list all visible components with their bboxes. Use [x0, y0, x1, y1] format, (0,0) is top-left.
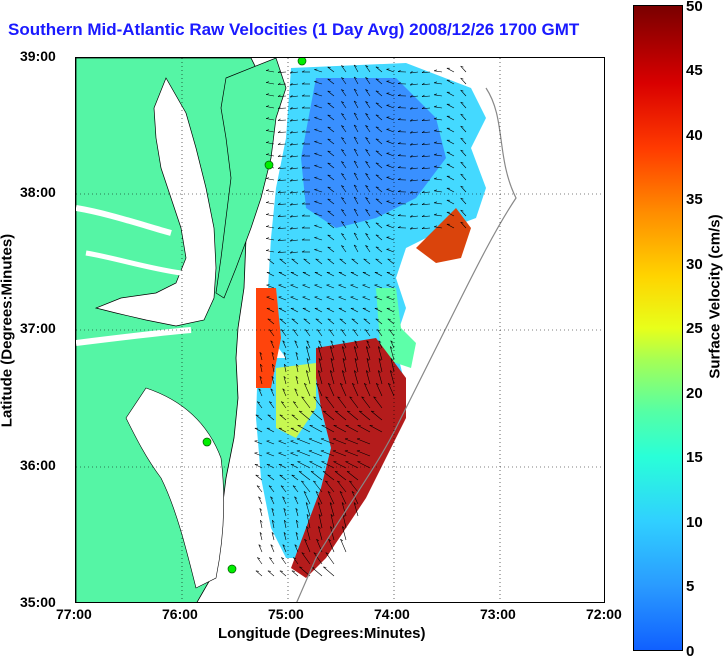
- x-tick-label: 73:00: [480, 606, 516, 622]
- velocity-field: [256, 63, 486, 578]
- radar-station-marker: [203, 438, 211, 446]
- velocity-vector: [268, 571, 274, 576]
- velocity-vector: [447, 68, 454, 72]
- velocity-vector: [256, 571, 262, 576]
- map-title: Southern Mid-Atlantic Raw Velocities (1 …: [8, 20, 579, 40]
- velocity-vector: [266, 215, 274, 217]
- velocity-vector-head: [266, 238, 269, 239]
- y-tick-label: 36:00: [20, 457, 56, 473]
- velocity-vector-head: [266, 214, 269, 215]
- velocity-vector: [266, 191, 274, 193]
- colorbar-tick-label: 0: [686, 643, 694, 660]
- y-axis-label: Latitude (Degrees:Minutes): [0, 226, 16, 436]
- colorbar-tick-label: 20: [686, 385, 703, 402]
- colorbar-tick-label: 10: [686, 514, 703, 531]
- colorbar-tick-label: 50: [686, 0, 703, 15]
- velocity-vector: [280, 571, 286, 576]
- y-tick-label: 38:00: [20, 184, 56, 200]
- x-tick-label: 76:00: [162, 606, 198, 622]
- y-tick-label: 37:00: [20, 320, 56, 336]
- x-tick-label: 75:00: [268, 606, 304, 622]
- colorbar-tick-label: 40: [686, 127, 703, 144]
- velocity-vector: [326, 553, 334, 564]
- colorbar-tick-label: 5: [686, 578, 694, 595]
- radar-station-marker: [298, 58, 306, 65]
- velocity-vector: [311, 567, 322, 576]
- radar-station-marker: [265, 161, 273, 169]
- velocity-vector-head: [266, 190, 269, 191]
- velocity-vector-head: [266, 202, 269, 203]
- velocity-vector: [323, 567, 334, 576]
- x-tick-label: 77:00: [56, 606, 92, 622]
- colorbar: [633, 5, 683, 651]
- colorbar-tick-label: 35: [686, 191, 703, 208]
- colorbar-tick-label: 25: [686, 320, 703, 337]
- colorbar-label: Surface Velocity (cm/s): [707, 202, 724, 392]
- velocity-vector-head: [434, 70, 437, 71]
- colorbar-tick-label: 15: [686, 449, 703, 466]
- map-plot-area: [75, 57, 605, 603]
- radar-station-marker: [228, 565, 236, 573]
- velocity-vector: [341, 539, 347, 552]
- velocity-vector-head: [266, 178, 269, 179]
- colorbar-tick-label: 45: [686, 62, 703, 79]
- x-tick-label: 72:00: [586, 606, 622, 622]
- y-tick-label: 39:00: [20, 48, 56, 64]
- velocity-vector: [266, 203, 274, 205]
- velocity-vector-head: [266, 250, 269, 251]
- colorbar-tick-label: 30: [686, 256, 703, 273]
- velocity-vector: [266, 179, 274, 181]
- x-tick-label: 74:00: [374, 606, 410, 622]
- velocity-vector: [434, 71, 442, 72]
- map-canvas: [76, 58, 605, 603]
- y-tick-label: 35:00: [20, 594, 56, 610]
- velocity-vector-head: [266, 226, 269, 227]
- x-axis-label: Longitude (Degrees:Minutes): [218, 625, 426, 642]
